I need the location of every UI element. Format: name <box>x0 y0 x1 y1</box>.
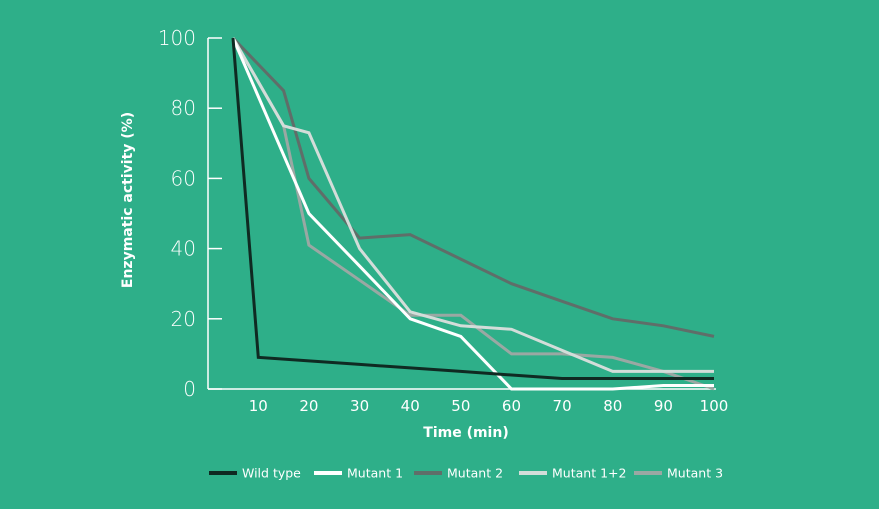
x-tick-label: 20 <box>299 397 318 415</box>
y-tick-label: 60 <box>171 166 196 190</box>
y-axis-title: Enzymatic activity (%) <box>120 112 136 288</box>
legend: Wild type Mutant 1 Mutant 2 Mutant 1+2 Mutan… <box>209 466 723 481</box>
y-tick-label: 40 <box>171 237 196 261</box>
series-line-wild-type <box>231 37 714 380</box>
y-tick-label: 20 <box>171 307 196 331</box>
x-tick-label: 30 <box>350 397 369 415</box>
legend-label-mutant-3: Mutant 3 <box>667 466 723 481</box>
series-lines <box>231 36 715 391</box>
x-tick-label: 60 <box>502 397 521 415</box>
series-line-mutant-3 <box>231 37 715 391</box>
x-tick-labels: 10 20 30 40 50 60 70 80 90 100 <box>249 397 729 415</box>
series-line-mutant-1 <box>231 37 714 391</box>
x-axis-title: Time (min) <box>423 425 508 441</box>
x-tick-label: 50 <box>451 397 470 415</box>
y-tick-labels: 0 20 40 60 80 100 <box>158 26 222 401</box>
series-line-mutant-2 <box>231 36 715 338</box>
legend-label-mutant-1: Mutant 1 <box>347 466 403 481</box>
x-tick-label: 90 <box>654 397 673 415</box>
y-tick-label: 100 <box>158 26 196 50</box>
x-tick-label: 100 <box>700 397 729 415</box>
legend-label-wild-type: Wild type <box>242 466 301 481</box>
legend-label-mutant-2: Mutant 2 <box>447 466 503 481</box>
x-tick-label: 10 <box>249 397 268 415</box>
x-tick-label: 70 <box>553 397 572 415</box>
legend-label-mutant-1-2: Mutant 1+2 <box>552 466 626 481</box>
y-tick-label: 0 <box>183 377 196 401</box>
series-line-mutant-1-2 <box>231 37 714 373</box>
x-tick-label: 40 <box>401 397 420 415</box>
y-tick-label: 80 <box>171 96 196 120</box>
x-tick-label: 80 <box>603 397 622 415</box>
